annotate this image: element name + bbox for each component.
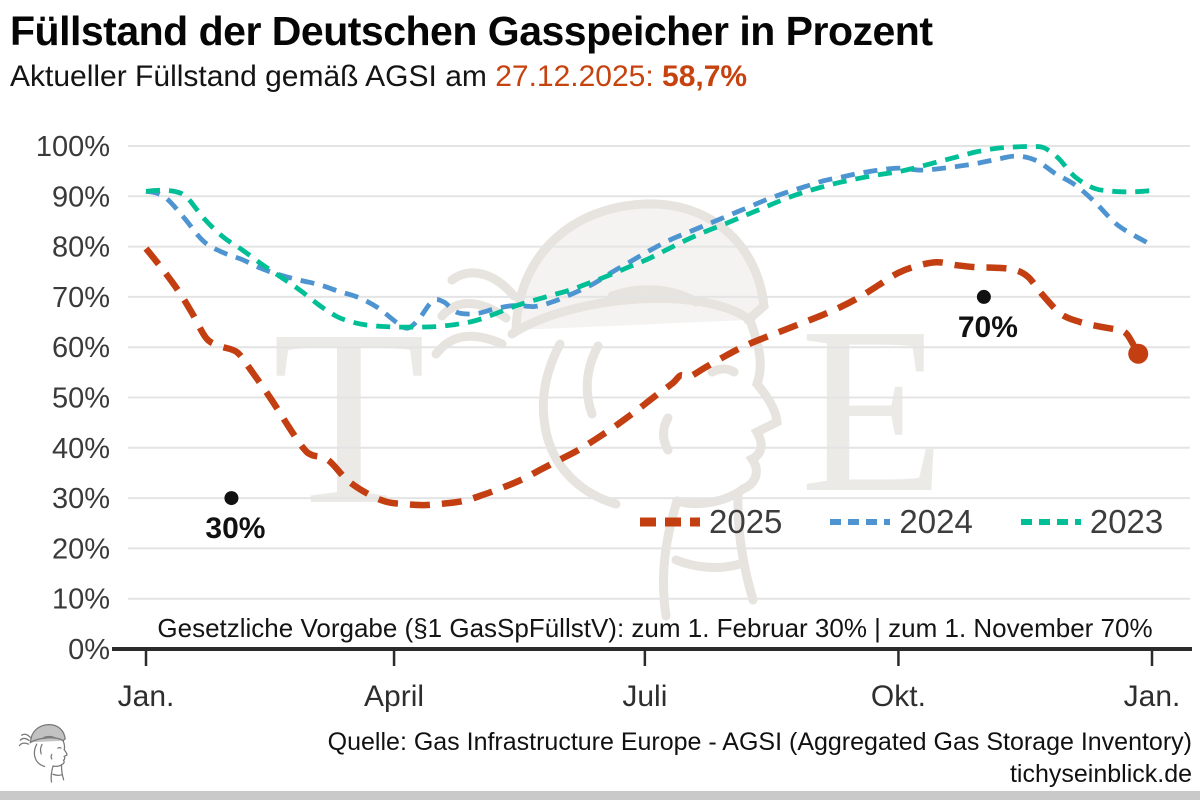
target-dot-30% — [224, 491, 239, 506]
regulation-note: Gesetzliche Vorgabe (§1 GasSpFüllstV): z… — [157, 613, 1153, 643]
target-label-70%: 70% — [958, 311, 1018, 344]
x-tick-label: April — [364, 680, 424, 713]
y-tick-label: 70% — [52, 282, 110, 314]
y-tick-label: 0% — [68, 634, 110, 666]
page-title: Füllstand der Deutschen Gasspeicher in P… — [10, 8, 933, 54]
subtitle: Aktueller Füllstand gemäß AGSI am 27.12.… — [10, 60, 747, 94]
series-line-2024 — [145, 153, 1151, 331]
target-dot-70% — [976, 289, 991, 304]
y-tick-label: 100% — [36, 131, 110, 163]
watermark-letter-t: T — [272, 277, 426, 557]
subtitle-current-value: 58,7% — [662, 60, 748, 93]
bottom-bar — [0, 791, 1200, 800]
legend-swatch-2023-icon — [1020, 518, 1081, 525]
legend-item-2025: 2025 — [640, 505, 782, 538]
series-line-2025 — [143, 246, 1142, 509]
legend-label: 2023 — [1089, 503, 1164, 540]
y-tick-label: 40% — [52, 433, 110, 465]
legend-item-2024: 2024 — [830, 503, 973, 540]
x-tick-label: Okt. — [871, 680, 926, 713]
target-label-30%: 30% — [205, 512, 265, 545]
subtitle-prefix: Aktueller Füllstand gemäß AGSI am — [10, 60, 496, 93]
y-tick-label: 50% — [52, 383, 110, 415]
x-tick-label: Juli — [622, 680, 667, 713]
watermark: T E — [272, 204, 945, 616]
x-tick-label: Jan. — [118, 680, 175, 713]
source-credit: Quelle: Gas Infrastructure Europe - AGSI… — [327, 728, 1192, 756]
y-tick-label: 80% — [52, 232, 110, 264]
tichys-einblick-logo-icon — [18, 724, 68, 783]
legend-swatch-2025-icon — [640, 517, 700, 526]
subtitle-date: 27.12.2025: — [495, 60, 663, 93]
legend-label: 2024 — [899, 503, 973, 540]
legend-label: 2025 — [709, 503, 783, 540]
x-tick-label: Jan. — [1124, 680, 1181, 713]
legend-swatch-2024-icon — [830, 518, 891, 525]
current-value-dot — [1128, 343, 1149, 364]
legend-item-2023: 2023 — [1020, 503, 1164, 540]
y-tick-label: 20% — [52, 533, 110, 565]
y-tick-label: 60% — [52, 332, 110, 364]
legend: 2025 2024 2023 — [640, 505, 1163, 538]
watermark-head-icon — [436, 204, 777, 616]
site-name: tichyseinblick.de — [1009, 760, 1192, 788]
y-tick-label: 10% — [52, 584, 110, 616]
y-tick-label: 90% — [52, 181, 110, 213]
series-line-2023 — [145, 144, 1150, 330]
y-tick-label: 30% — [52, 483, 110, 515]
